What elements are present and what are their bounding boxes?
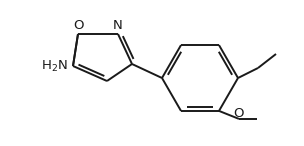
- Text: O: O: [234, 107, 244, 120]
- Text: O: O: [73, 19, 83, 32]
- Text: $\mathrm{H_2N}$: $\mathrm{H_2N}$: [41, 58, 68, 74]
- Text: N: N: [113, 19, 123, 32]
